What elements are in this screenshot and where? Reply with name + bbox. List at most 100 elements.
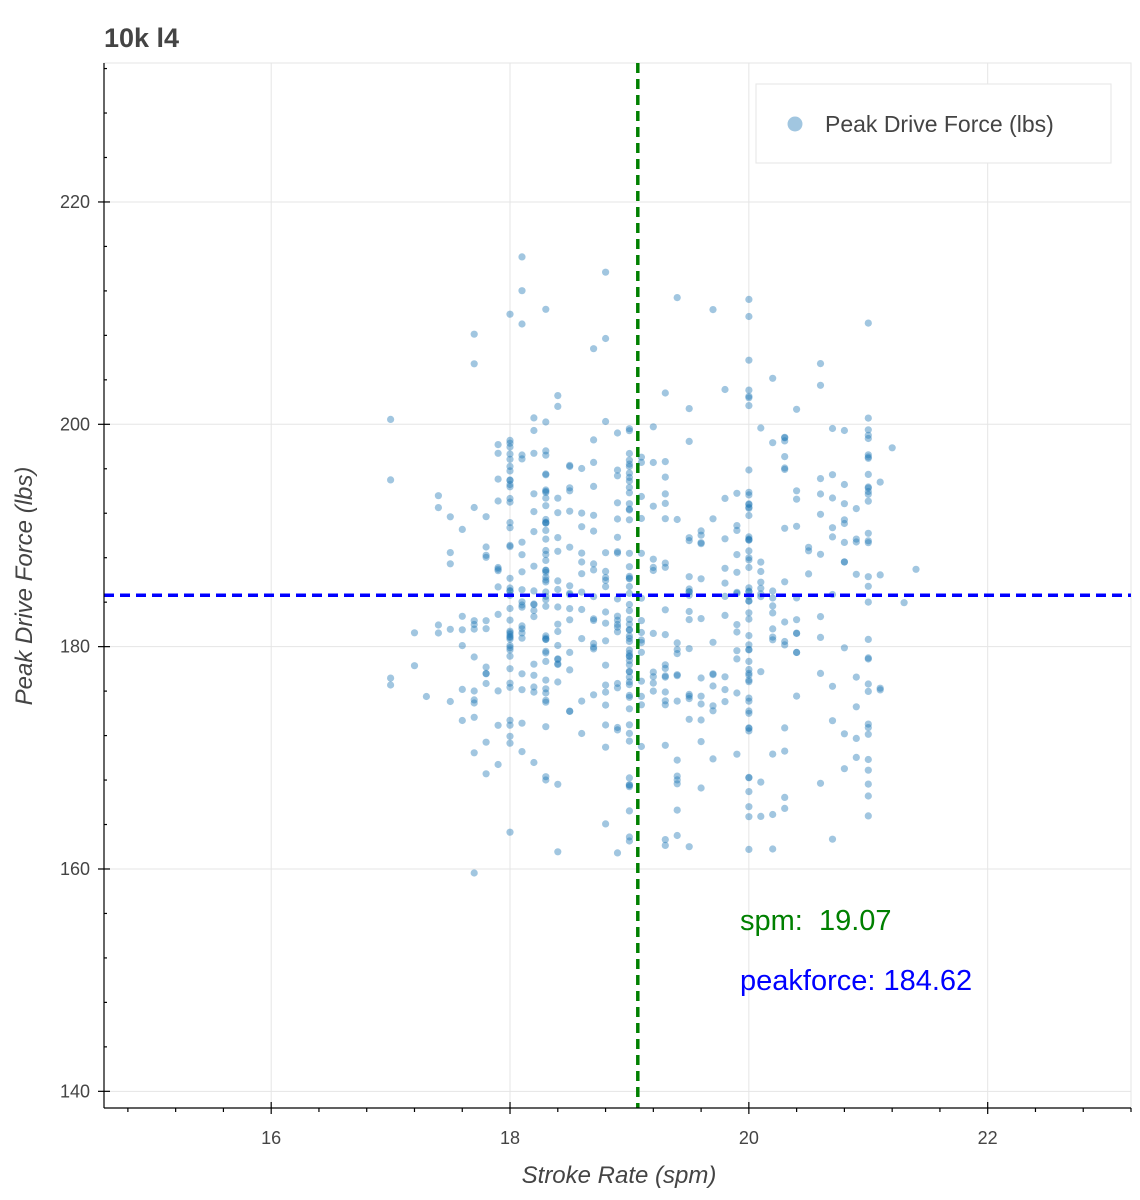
data-point [745, 671, 753, 679]
data-point [637, 692, 646, 701]
data-point [745, 773, 753, 782]
data-point [625, 582, 634, 591]
data-point [673, 294, 681, 302]
data-point [816, 633, 825, 642]
data-point [733, 568, 741, 576]
data-point [840, 426, 849, 435]
data-point [625, 783, 634, 791]
data-point [637, 677, 646, 685]
data-point [673, 671, 681, 679]
data-point [506, 630, 514, 639]
data-point [673, 806, 681, 814]
data-point [745, 646, 753, 654]
data-point [816, 669, 825, 678]
data-point [506, 455, 514, 463]
data-point [554, 660, 562, 669]
data-point [387, 415, 395, 423]
data-point [864, 487, 872, 496]
data-point [745, 504, 753, 512]
data-point [745, 500, 753, 509]
data-point [542, 451, 550, 459]
data-point [590, 645, 598, 653]
data-point [625, 574, 634, 582]
data-point [625, 572, 634, 581]
data-point [745, 533, 753, 541]
data-point [458, 525, 466, 534]
data-point [840, 765, 849, 773]
data-point [625, 477, 634, 485]
data-point [876, 686, 884, 694]
data-point [625, 473, 634, 481]
data-point [590, 691, 598, 699]
data-point [506, 467, 514, 475]
data-point [446, 513, 454, 521]
data-point [613, 849, 622, 857]
data-point [793, 495, 801, 503]
data-point [864, 434, 872, 443]
x-tick-label: 20 [739, 1128, 759, 1148]
data-point [542, 632, 550, 640]
data-point [590, 511, 598, 519]
data-point [816, 475, 825, 483]
data-point [745, 392, 753, 400]
data-point [661, 559, 669, 567]
data-point [578, 570, 586, 578]
data-point [625, 781, 634, 789]
data-point [470, 620, 478, 629]
data-point [602, 567, 610, 576]
data-point [781, 437, 789, 445]
data-point [864, 484, 872, 492]
data-point [876, 684, 884, 692]
data-point [709, 682, 717, 690]
data-point [518, 634, 526, 642]
data-point [518, 568, 526, 576]
data-point [590, 643, 598, 651]
data-point [637, 628, 646, 637]
data-point [793, 648, 801, 657]
data-point [769, 374, 777, 382]
data-point [864, 766, 872, 774]
data-point [602, 608, 610, 616]
data-point [578, 635, 586, 643]
data-point [613, 533, 622, 541]
data-point [518, 586, 526, 594]
data-point [422, 692, 430, 701]
data-point [506, 683, 514, 691]
data-point [745, 356, 753, 364]
data-point [781, 453, 789, 461]
data-point [625, 462, 634, 471]
data-point [733, 551, 741, 559]
data-point [673, 776, 681, 784]
data-point [685, 843, 693, 851]
data-point [602, 688, 610, 696]
data-point [518, 629, 526, 637]
data-point [685, 437, 693, 445]
data-point [578, 605, 586, 614]
data-point [506, 574, 514, 582]
data-point [566, 507, 574, 515]
data-point [566, 487, 574, 495]
data-point [781, 747, 789, 755]
annotation-spm: spm: 19.07 [740, 905, 892, 937]
data-point [769, 602, 777, 610]
data-point [542, 566, 550, 574]
data-point [745, 609, 753, 617]
data-point [506, 739, 514, 747]
data-point [828, 494, 837, 502]
data-point [852, 703, 860, 711]
data-point [697, 674, 705, 682]
data-point [625, 549, 634, 557]
data-point [494, 441, 502, 449]
data-point [805, 547, 813, 555]
data-point [745, 709, 753, 717]
data-point [697, 738, 705, 746]
data-point [864, 470, 872, 478]
data-point [506, 476, 514, 484]
data-point [494, 497, 502, 505]
data-point [518, 670, 526, 678]
data-point [661, 841, 669, 850]
data-point [542, 578, 550, 586]
data-point [864, 426, 872, 434]
data-point [745, 491, 753, 499]
data-point [685, 588, 693, 596]
